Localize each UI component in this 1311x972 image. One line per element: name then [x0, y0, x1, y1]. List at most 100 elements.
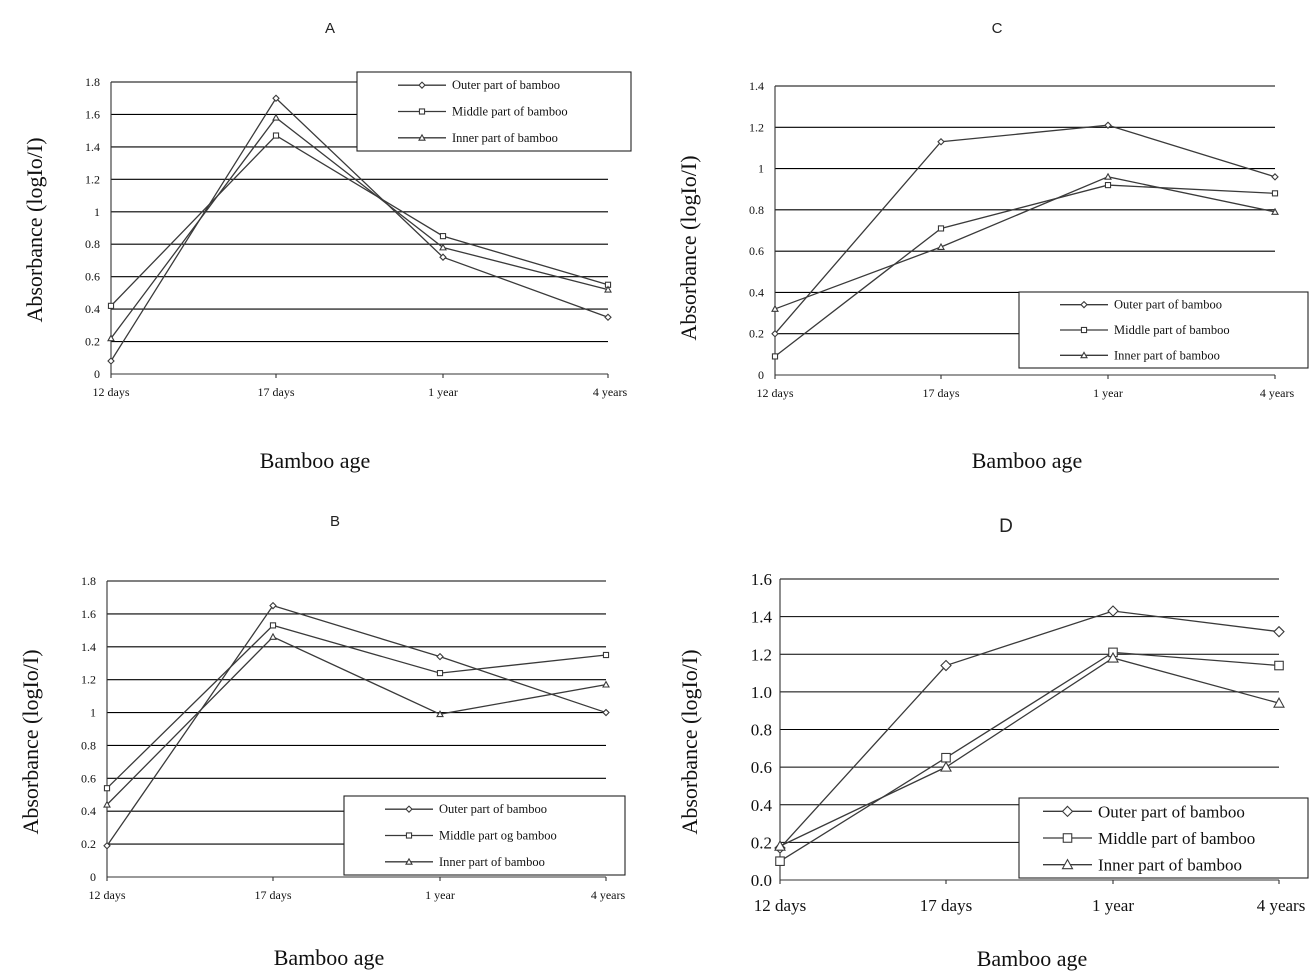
legend-label: Middle part of bamboo [1114, 323, 1230, 337]
chart-panel-a: A 0 0.2 0.4 0.6 0.8 1 1.2 1.4 1.6 1.8 12 days 17 day… [22, 20, 632, 473]
y-tick-label: 1.2 [81, 673, 96, 687]
legend-marker-square [1062, 833, 1073, 843]
data-point-square [436, 669, 444, 677]
series-line-diamond [110, 97, 609, 362]
y-tick-label: 1.4 [749, 79, 764, 93]
data-point-triangle [937, 242, 945, 250]
y-tick-label: 0.4 [85, 302, 100, 316]
data-point-square [439, 233, 447, 240]
y-axis-title: Absorbance (logIo/I) [22, 137, 47, 322]
legend-label: Outer part of bamboo [452, 78, 560, 92]
legend-label: Outer part of bamboo [439, 802, 547, 816]
x-tick-label: 1 year [1093, 386, 1123, 400]
x-tick-label: 12 days [754, 896, 806, 915]
data-point-diamond [439, 253, 447, 261]
y-tick-label: 0.4 [751, 796, 773, 815]
y-tick-label: 0.0 [751, 871, 772, 890]
y-tick-label: 0.8 [749, 203, 764, 217]
data-point-triangle [940, 760, 952, 772]
panel-title: A [325, 20, 335, 37]
y-tick-label: 0.2 [751, 833, 772, 852]
x-tick-label: 17 days [255, 888, 292, 902]
x-tick-label: 4 years [1257, 896, 1306, 915]
y-tick-label: 1 [94, 205, 100, 219]
x-axis-title: Bamboo age [977, 946, 1088, 971]
legend-marker-diamond [405, 805, 413, 813]
x-tick-label: 1 year [428, 385, 458, 399]
y-tick-label: 0.2 [81, 837, 96, 851]
data-point-square [941, 752, 951, 763]
series-line-square [106, 624, 607, 789]
y-tick-label: 1.0 [751, 683, 772, 702]
y-tick-label: 0 [94, 367, 100, 381]
y-tick-label: 0.8 [751, 721, 772, 740]
legend-marker-square [418, 108, 426, 115]
data-point-diamond [1104, 121, 1112, 129]
data-point-diamond [1273, 625, 1285, 638]
series-line-diamond [774, 124, 1276, 335]
data-point-square [937, 225, 945, 232]
y-tick-label: 1 [90, 706, 96, 720]
legend-label: Inner part of bamboo [1098, 856, 1242, 875]
series-line-triangle [106, 636, 607, 806]
x-tick-label: 4 years [1260, 386, 1295, 400]
data-point-square [771, 353, 779, 360]
legend-label: Outer part of bamboo [1098, 802, 1245, 821]
x-tick-label: 1 year [425, 888, 455, 902]
y-tick-label: 0.6 [749, 244, 764, 258]
data-point-square [272, 132, 280, 139]
data-point-square [269, 622, 277, 629]
data-point-triangle [272, 113, 280, 121]
data-point-square [103, 785, 111, 792]
legend-marker-triangle [1061, 858, 1074, 870]
legend-marker-triangle [405, 857, 413, 865]
data-point-triangle [439, 243, 447, 251]
data-point-square [775, 856, 785, 866]
data-point-diamond [604, 313, 612, 322]
data-point-triangle [602, 680, 610, 688]
y-tick-label: 1.6 [751, 570, 772, 589]
data-point-diamond [940, 659, 952, 672]
y-tick-label: 0.6 [81, 771, 96, 785]
data-point-square [1271, 190, 1279, 197]
data-point-triangle [1271, 207, 1279, 215]
legend-label: Middle part og bamboo [439, 829, 557, 843]
x-tick-label: 12 days [89, 888, 126, 902]
data-point-triangle [436, 710, 444, 718]
series-line-triangle [774, 176, 1276, 310]
x-axis-title: Bamboo age [274, 945, 385, 970]
data-point-diamond [103, 841, 111, 850]
data-point-triangle [269, 632, 277, 640]
data-point-triangle [107, 334, 115, 342]
y-tick-label: 1.2 [85, 172, 100, 186]
y-tick-label: 1.4 [81, 640, 96, 654]
legend-marker-triangle [418, 133, 426, 141]
y-tick-label: 0.6 [85, 270, 100, 284]
x-axis-title: Bamboo age [972, 448, 1083, 473]
x-tick-label: 4 years [593, 385, 628, 399]
legend-marker-diamond [1061, 805, 1074, 818]
y-tick-label: 1.4 [85, 140, 100, 154]
legend: Outer part of bamboo Middle part of bambo… [356, 71, 632, 152]
legend-marker-diamond [418, 81, 426, 89]
y-tick-label: 0.6 [751, 758, 772, 777]
y-tick-label: 0.4 [749, 285, 764, 299]
x-tick-label: 17 days [920, 896, 972, 915]
data-point-diamond [1271, 173, 1279, 181]
legend: Outer part of bamboo Middle part of bambo… [1018, 291, 1309, 369]
legend-label: Middle part of bamboo [452, 105, 568, 119]
data-point-diamond [272, 94, 280, 103]
chart-panel-d: D 0.0 0.2 0.4 0.6 0.8 1.0 1.2 1.4 1.6 12 days 17 da… [677, 516, 1309, 971]
data-point-diamond [436, 652, 444, 661]
y-tick-label: 0 [758, 368, 764, 382]
legend-marker-diamond [1080, 300, 1088, 309]
y-tick-label: 1.6 [81, 607, 96, 621]
data-point-square [1104, 181, 1112, 189]
data-point-triangle [1107, 651, 1119, 663]
data-point-triangle [1104, 172, 1112, 180]
y-tick-label: 0.8 [81, 738, 96, 752]
data-point-diamond [771, 329, 779, 338]
data-point-diamond [269, 601, 277, 610]
y-tick-label: 0 [90, 870, 96, 884]
data-point-triangle [774, 840, 786, 851]
